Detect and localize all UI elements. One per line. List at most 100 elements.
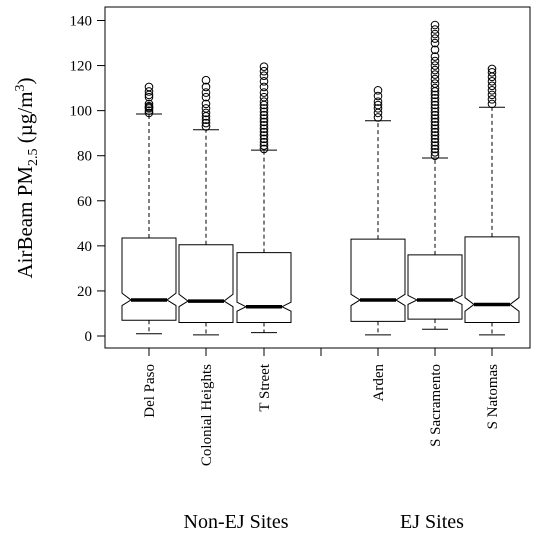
outlier-point xyxy=(259,66,269,76)
outlier-point xyxy=(430,38,440,48)
notched-box xyxy=(464,236,520,323)
outlier-point xyxy=(430,97,440,106)
outlier-point xyxy=(259,131,269,140)
outlier-point xyxy=(373,91,383,101)
outlier-point xyxy=(144,101,154,111)
outlier-point xyxy=(373,108,383,118)
outlier-point xyxy=(259,62,269,71)
group-label-ej: EJ Sites xyxy=(400,511,464,533)
outlier-point xyxy=(259,82,269,92)
notched-box xyxy=(350,238,406,322)
y-tick-label: 80 xyxy=(77,149,92,165)
y-label-superscript: 3 xyxy=(13,84,28,91)
outlier-point xyxy=(373,104,383,113)
y-tick-label: 60 xyxy=(77,194,92,210)
outlier-point xyxy=(487,90,497,100)
outlier-point xyxy=(430,141,440,150)
x-category-label: Del Paso xyxy=(142,364,158,418)
outlier-point xyxy=(430,137,440,147)
outlier-point xyxy=(430,61,440,70)
box-arden xyxy=(350,86,406,336)
y-tick-label: 100 xyxy=(70,104,93,120)
outlier-point xyxy=(430,20,440,30)
outlier-point xyxy=(144,99,154,109)
outlier-point xyxy=(487,99,497,109)
x-category-label: Colonial Heights xyxy=(199,364,215,466)
outlier-point xyxy=(259,77,269,86)
outlier-point xyxy=(259,97,269,106)
outlier-point xyxy=(430,151,440,161)
x-category-label: S Natomas xyxy=(485,364,501,430)
outlier-point xyxy=(430,110,440,120)
outlier-point xyxy=(201,118,211,128)
outlier-point xyxy=(487,77,497,86)
outlier-point xyxy=(373,100,383,110)
outlier-point xyxy=(487,81,497,91)
notched-box xyxy=(236,252,292,323)
y-axis-label: AirBeam PM2.5 (µg/m3) xyxy=(13,77,41,278)
outlier-point xyxy=(259,127,269,137)
box-s-natomas xyxy=(464,64,520,336)
outlier-point xyxy=(201,99,211,109)
notched-box xyxy=(178,244,234,323)
outlier-point xyxy=(430,34,440,43)
notched-box xyxy=(407,254,463,320)
outlier-point xyxy=(144,87,154,96)
outlier-point xyxy=(259,110,269,120)
group-label-non-ej: Non-EJ Sites xyxy=(184,511,289,533)
x-category-label: T Street xyxy=(257,363,273,411)
outlier-point xyxy=(259,124,269,133)
outlier-point xyxy=(487,68,497,77)
outlier-point xyxy=(430,124,440,133)
outlier-point xyxy=(430,144,440,154)
y-axis: 0 20 40 60 80 100 120 140 xyxy=(70,13,106,345)
box-s-sacramento xyxy=(407,20,463,330)
outlier-point xyxy=(430,120,440,130)
outlier-point xyxy=(259,141,269,150)
y-label-subscript: 2.5 xyxy=(26,148,41,166)
outlier-point xyxy=(201,122,211,131)
outlier-point xyxy=(430,83,440,93)
y-label-unit-open: (µg/m xyxy=(13,91,37,148)
outlier-point xyxy=(201,75,211,85)
outlier-point xyxy=(201,82,211,92)
outlier-point xyxy=(259,92,269,102)
outlier-point xyxy=(430,25,440,34)
outlier-point xyxy=(430,114,440,123)
outlier-point xyxy=(487,72,497,82)
outlier-point xyxy=(430,56,440,66)
y-tick-label: 120 xyxy=(70,59,93,75)
outlier-point xyxy=(430,29,440,39)
outlier-point xyxy=(259,71,269,81)
outlier-point xyxy=(430,104,440,113)
outlier-point xyxy=(430,100,440,110)
outlier-point xyxy=(259,120,269,130)
outlier-point xyxy=(259,137,269,147)
outlier-point xyxy=(259,88,269,97)
outlier-point xyxy=(430,65,440,75)
outlier-point xyxy=(430,134,440,144)
outlier-point xyxy=(144,92,154,102)
outlier-point xyxy=(201,108,211,118)
outlier-point xyxy=(430,79,440,88)
outlier-point xyxy=(430,52,440,61)
outlier-point xyxy=(201,88,211,97)
outlier-point xyxy=(259,114,269,123)
box-del-paso xyxy=(121,82,177,335)
y-tick-label: 20 xyxy=(77,284,92,300)
outlier-point xyxy=(430,70,440,79)
outlier-point xyxy=(259,104,269,113)
outlier-point xyxy=(259,134,269,144)
outlier-point xyxy=(430,131,440,140)
y-tick-label: 40 xyxy=(77,239,92,255)
outlier-point xyxy=(201,115,211,124)
outlier-point xyxy=(373,113,383,122)
boxes xyxy=(121,20,520,336)
x-category-label: S Sacramento xyxy=(428,364,444,447)
box-t-street xyxy=(236,62,292,334)
outlier-point xyxy=(430,90,440,100)
outlier-point xyxy=(259,144,269,154)
outlier-point xyxy=(430,127,440,137)
outlier-point xyxy=(144,82,154,92)
